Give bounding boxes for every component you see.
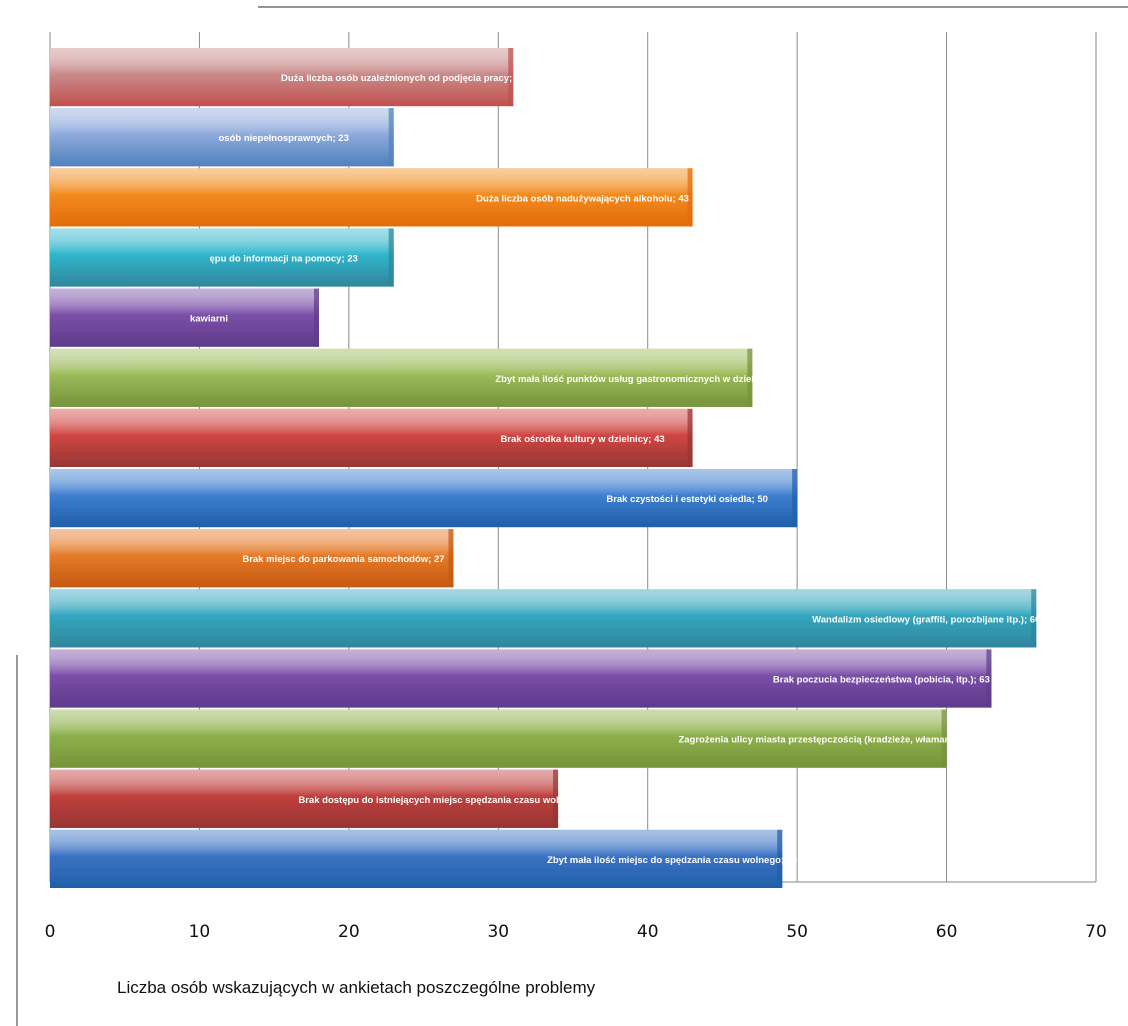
bar-data-label: Zagrożenia ulicy miasta przestępczością … xyxy=(678,735,994,746)
bar-data-label: kawiarni xyxy=(190,314,228,325)
bar-edge xyxy=(747,348,753,407)
bar-shading xyxy=(50,529,454,588)
bar-data-label: osób niepełnosprawnych; 23 xyxy=(218,133,348,144)
bar-edge xyxy=(448,529,454,588)
bar-edge xyxy=(508,48,514,107)
bar-shading xyxy=(50,649,992,708)
bar-edge xyxy=(388,108,394,167)
bar-data-label: Brak dostępu do istniejących miejsc spęd… xyxy=(298,795,598,806)
bar-data-label: ępu do informacji na pomocy; 23 xyxy=(210,254,358,265)
bar-data-label: Brak miejsc do parkowania samochodów; 27 xyxy=(242,554,444,565)
bar-data-label: Zbyt mała ilość punktów usług gastronomi… xyxy=(495,374,789,385)
bar-shading xyxy=(50,469,798,528)
bar-edge xyxy=(1031,589,1037,648)
bar-edge xyxy=(792,469,798,528)
x-tick-label: 20 xyxy=(338,922,360,942)
bar-shading xyxy=(50,769,559,828)
bar-edge xyxy=(313,288,319,347)
bar-data-label: Wandalizm osiedlowy (graffiti, porozbija… xyxy=(812,614,1040,625)
x-axis-label: Liczba osób wskazujących w ankietach pos… xyxy=(117,978,596,997)
bar-data-label: Brak poczucia bezpieczeństwa (pobicia, i… xyxy=(773,675,990,686)
bar-shading xyxy=(50,288,319,347)
x-tick-label: 0 xyxy=(45,922,56,942)
x-tick-label: 50 xyxy=(786,922,808,942)
bar-edge xyxy=(777,829,783,888)
bar-data-label: Duża liczba osób nadużywających alkoholu… xyxy=(476,193,689,204)
bars-group: Duża liczba osób uzależnionych od podjęc… xyxy=(50,48,1040,888)
bar-shading xyxy=(50,589,1037,648)
x-tick-label: 40 xyxy=(637,922,659,942)
bar-edge xyxy=(687,408,693,467)
bar-shading xyxy=(50,709,947,768)
x-tick-label: 10 xyxy=(189,922,211,942)
bar-shading xyxy=(50,48,514,107)
bar-edge xyxy=(687,168,693,227)
bar-data-label: Duża liczba osób uzależnionych od podjęc… xyxy=(281,73,526,84)
bar-data-label: Brak ośrodka kultury w dzielnicy; 43 xyxy=(500,434,664,445)
bar-edge xyxy=(986,649,992,708)
bar-data-label: Brak czystości i estetyki osiedla; 50 xyxy=(606,494,768,505)
bar-shading xyxy=(50,829,783,888)
bar-shading xyxy=(50,348,753,407)
x-tick-label: 60 xyxy=(936,922,958,942)
bar-shading xyxy=(50,408,693,467)
bar-edge xyxy=(553,769,559,828)
x-tick-labels: 0 10 20 30 40 50 60 70 xyxy=(45,922,1107,942)
bar-edge xyxy=(388,228,394,287)
x-tick-label: 30 xyxy=(487,922,509,942)
bar-edge xyxy=(941,709,947,768)
bar-shading xyxy=(50,108,394,167)
bar-shading xyxy=(50,228,394,287)
bar-data-label: Zbyt mała ilość miejsc do spędzania czas… xyxy=(547,855,797,866)
x-tick-label: 70 xyxy=(1085,922,1107,942)
bar-shading xyxy=(50,168,693,227)
